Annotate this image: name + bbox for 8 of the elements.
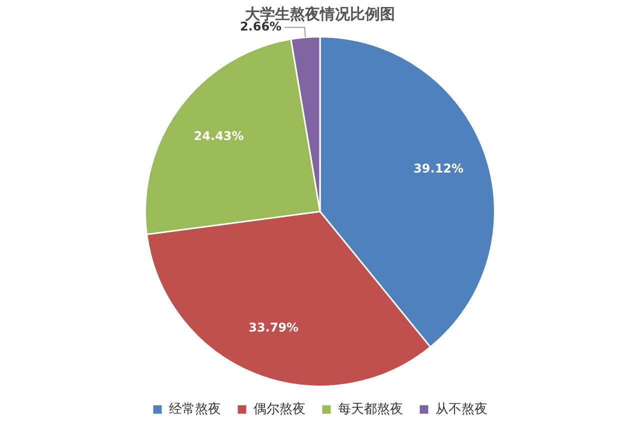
chart-title: 大学生熬夜情况比例图 <box>245 4 395 23</box>
data-label: 24.43% <box>194 128 244 143</box>
legend-label: 从不熬夜 <box>436 400 488 417</box>
data-label: 39.12% <box>414 161 464 176</box>
legend-label: 偶尔熬夜 <box>254 400 306 417</box>
legend-label: 每天都熬夜 <box>338 400 403 417</box>
legend-label: 经常熬夜 <box>169 400 221 417</box>
data-label: 33.79% <box>248 320 299 335</box>
